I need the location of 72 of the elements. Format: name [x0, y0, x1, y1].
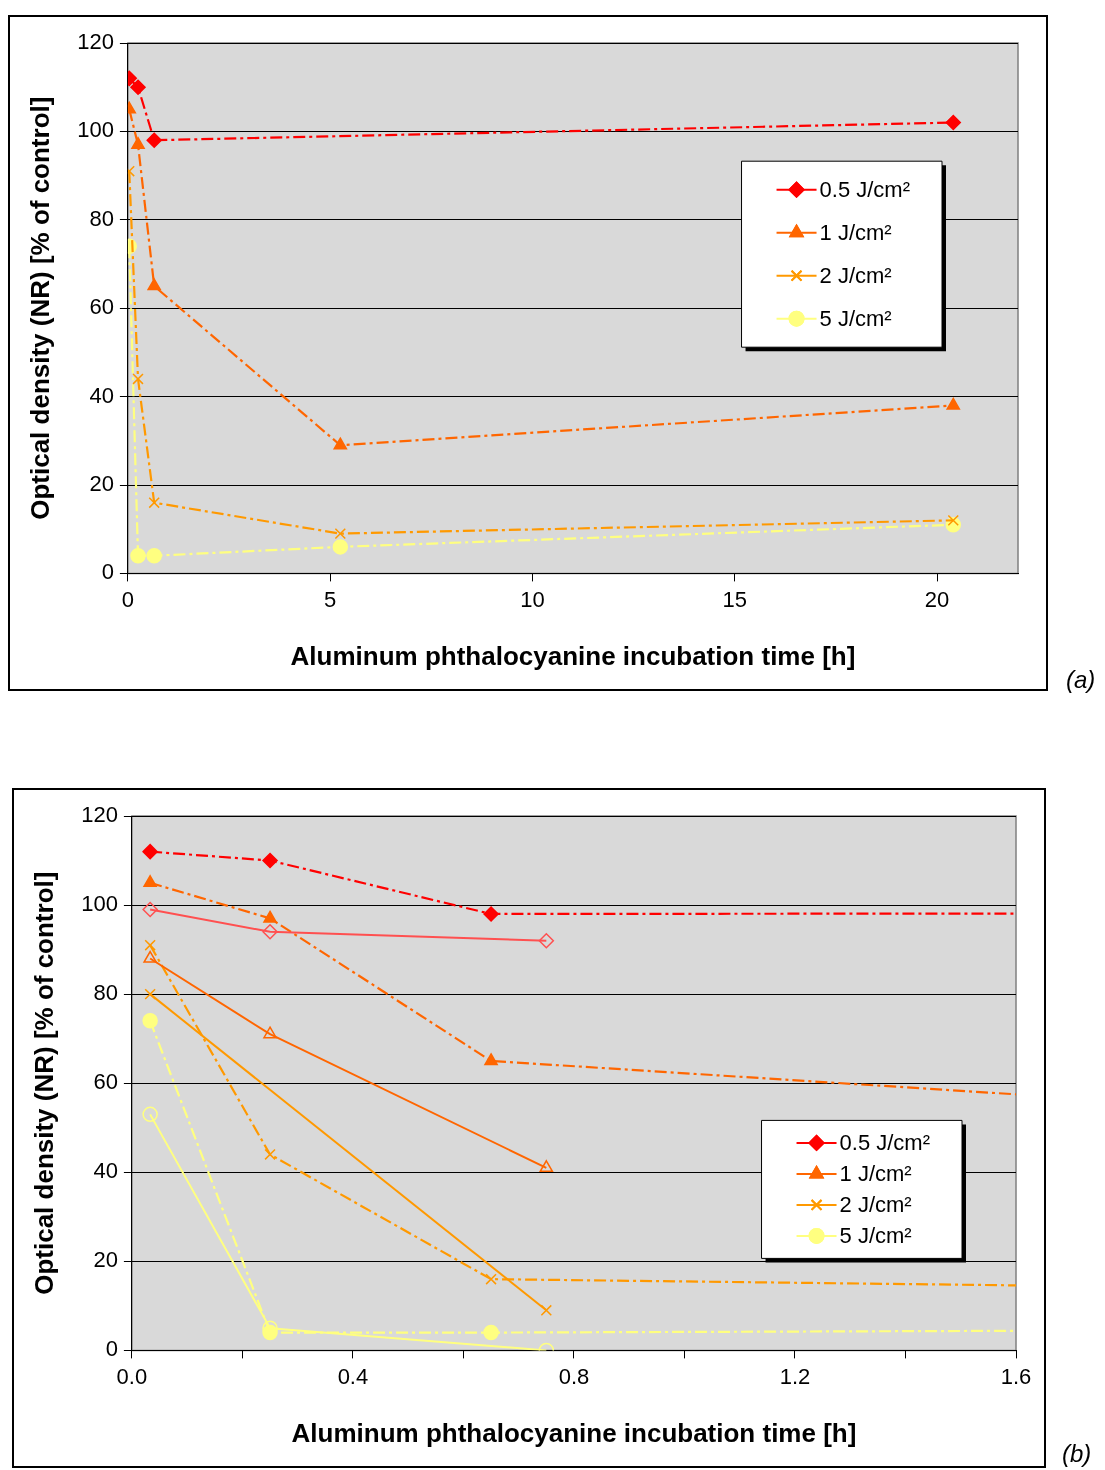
- point: [132, 373, 144, 385]
- y-tick-label: 80: [89, 205, 114, 231]
- point: [483, 906, 499, 922]
- x-tick-label: 5: [324, 586, 337, 612]
- y-axis-title: Optical density (NR) [% of control]: [28, 871, 59, 1295]
- x-axis-title: Aluminum phthalocyanine incubation time [h]: [291, 1417, 857, 1448]
- y-tick-label: 40: [93, 1158, 118, 1184]
- point: [142, 1013, 158, 1029]
- point: [947, 514, 959, 527]
- point: [538, 932, 555, 949]
- point: [142, 901, 158, 918]
- y-tick-label: 0: [105, 1336, 118, 1362]
- x-tick-label: 0: [121, 586, 135, 612]
- y-tick-label: 80: [93, 980, 118, 1006]
- x-tick-label: 15: [722, 586, 748, 612]
- text: (a): [1066, 666, 1096, 694]
- x-tick-label: 0.4: [337, 1363, 369, 1389]
- point: [147, 278, 162, 291]
- legend-label: 2 J/cm²: [839, 1191, 912, 1217]
- point: [262, 852, 278, 869]
- legend-label: 1 J/cm²: [839, 1160, 912, 1186]
- y-tick-label: 60: [89, 294, 114, 320]
- y-tick-label: 60: [93, 1069, 118, 1095]
- point: [262, 924, 278, 940]
- point: [264, 1148, 276, 1161]
- point: [333, 437, 348, 450]
- point: [130, 547, 146, 564]
- text: (b): [1062, 1440, 1092, 1468]
- point: [131, 136, 145, 149]
- legend-label: 5 J/cm²: [819, 305, 892, 331]
- point: [263, 910, 277, 923]
- legend-label: 5 J/cm²: [839, 1222, 912, 1248]
- y-tick-label: 120: [77, 29, 114, 55]
- point: [334, 527, 347, 540]
- x-tick-label: 10: [520, 586, 545, 612]
- y-tick-label: 0: [101, 559, 114, 585]
- point: [539, 1160, 554, 1173]
- point: [945, 114, 962, 131]
- point: [146, 132, 162, 148]
- point: [144, 988, 156, 1000]
- point: [142, 843, 158, 860]
- point: [483, 1324, 499, 1341]
- point: [148, 496, 160, 509]
- legend-label: 2 J/cm²: [819, 262, 892, 288]
- legend-label: 0.5 J/cm²: [819, 176, 911, 202]
- legend-label: 0.5 J/cm²: [839, 1129, 931, 1155]
- point: [143, 875, 157, 888]
- point: [146, 547, 162, 564]
- point: [484, 1053, 498, 1066]
- y-axis-title: Optical density (NR) [% of control]: [24, 96, 55, 520]
- point: [144, 939, 156, 951]
- point: [142, 1106, 158, 1123]
- x-tick-label: 0.0: [116, 1363, 148, 1389]
- point: [946, 397, 961, 410]
- point: [485, 1273, 497, 1285]
- point: [130, 79, 146, 95]
- y-tick-label: 120: [81, 802, 118, 828]
- point: [263, 1026, 277, 1039]
- y-tick-label: 100: [77, 117, 114, 143]
- y-tick-label: 20: [93, 1247, 118, 1273]
- x-axis-title: Aluminum phthalocyanine incubation time [h]: [290, 640, 856, 671]
- x-tick-label: 1.2: [779, 1363, 811, 1389]
- x-tick-label: 0.8: [558, 1363, 590, 1389]
- y-tick-label: 100: [81, 891, 118, 917]
- legend-label: 1 J/cm²: [819, 219, 892, 245]
- y-tick-label: 20: [89, 471, 114, 497]
- x-tick-label: 1.6: [1000, 1363, 1032, 1389]
- y-tick-label: 40: [89, 382, 114, 408]
- point: [332, 539, 349, 555]
- x-tick-label: 20: [924, 586, 950, 612]
- point: [143, 950, 157, 963]
- point: [540, 1304, 553, 1317]
